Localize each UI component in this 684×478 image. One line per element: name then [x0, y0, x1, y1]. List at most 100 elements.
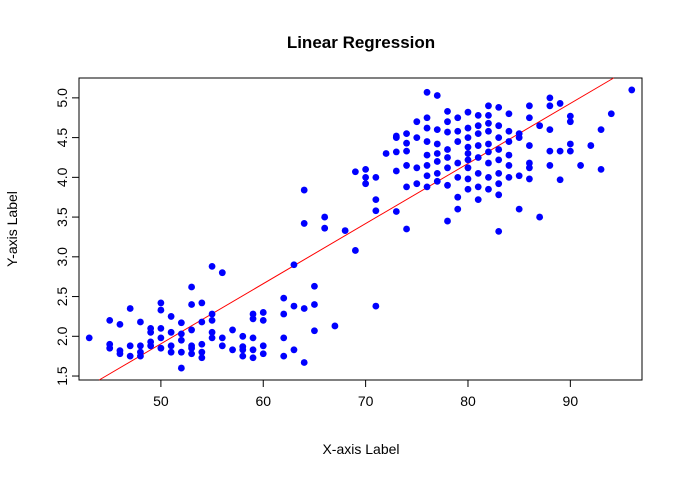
data-point: [157, 299, 165, 307]
data-point: [167, 328, 175, 336]
data-point: [218, 334, 226, 342]
data-point: [597, 165, 605, 173]
data-point: [300, 305, 308, 312]
data-point: [485, 119, 492, 127]
data-point: [188, 344, 196, 352]
data-point: [85, 334, 93, 342]
data-point: [526, 114, 533, 122]
data-point: [454, 114, 462, 122]
data-point: [300, 359, 308, 366]
data-point: [229, 326, 236, 334]
data-point: [495, 169, 503, 177]
data-point: [536, 122, 544, 130]
regression-line-group: [98, 77, 614, 381]
data-point: [515, 205, 523, 213]
data-point: [628, 86, 636, 94]
data-point: [311, 282, 318, 290]
data-point: [485, 173, 492, 181]
data-point: [126, 305, 134, 312]
data-point: [177, 364, 185, 372]
data-point: [444, 118, 451, 126]
data-point: [239, 346, 247, 354]
data-point: [188, 301, 196, 308]
data-point: [249, 354, 257, 362]
data-point: [259, 309, 267, 316]
data-point: [362, 165, 370, 173]
data-point: [495, 191, 503, 199]
data-point: [259, 342, 267, 350]
data-point: [495, 156, 503, 164]
data-point: [474, 154, 482, 161]
data-point: [239, 352, 247, 360]
data-point: [218, 269, 226, 277]
data-point: [341, 227, 349, 234]
data-point: [515, 134, 523, 142]
data-point: [464, 134, 472, 142]
data-point: [556, 100, 564, 107]
chart-title: Linear Regression: [287, 33, 435, 52]
data-point: [311, 327, 318, 335]
data-point: [198, 348, 206, 356]
data-point: [249, 310, 257, 318]
data-point: [495, 104, 503, 111]
data-point: [566, 147, 574, 155]
data-point: [157, 306, 165, 314]
data-point: [433, 140, 441, 148]
data-point: [321, 213, 329, 221]
data-point: [198, 318, 206, 326]
data-point: [413, 164, 421, 172]
data-point: [423, 138, 431, 145]
y-tick-label: 3.5: [54, 207, 70, 227]
data-point: [280, 294, 288, 302]
data-point: [495, 134, 503, 142]
y-tick-label: 2.5: [54, 287, 70, 307]
plot-frame: [78, 77, 643, 381]
x-tick-label: 80: [460, 393, 476, 409]
data-point: [433, 169, 441, 177]
data-point: [485, 127, 492, 135]
data-point: [515, 172, 523, 180]
data-point: [423, 162, 431, 169]
data-point: [474, 111, 482, 119]
data-point: [413, 134, 421, 142]
data-point: [280, 352, 288, 360]
data-point: [526, 159, 533, 167]
data-point: [474, 196, 482, 203]
data-point: [444, 164, 451, 172]
data-point: [372, 196, 380, 203]
data-point: [485, 111, 492, 119]
data-point: [116, 350, 124, 358]
data-point: [198, 354, 206, 362]
data-point: [433, 177, 441, 185]
data-point: [423, 88, 431, 96]
x-tick-label: 90: [563, 393, 579, 409]
data-point: [505, 127, 513, 135]
data-point: [526, 142, 533, 149]
data-point: [208, 262, 216, 270]
x-tick-label: 60: [255, 393, 271, 409]
x-tick-label: 50: [153, 393, 169, 409]
data-point: [403, 162, 410, 169]
data-point: [464, 108, 472, 116]
data-point: [351, 168, 359, 176]
data-point: [403, 139, 410, 147]
data-point: [485, 102, 492, 110]
data-point: [505, 173, 513, 181]
data-point: [392, 148, 400, 156]
data-point: [290, 346, 298, 354]
data-point: [444, 128, 451, 136]
data-point: [362, 173, 370, 181]
data-point: [495, 180, 503, 188]
data-point: [536, 213, 544, 221]
data-point: [177, 330, 185, 338]
data-point: [526, 175, 533, 183]
data-point: [474, 130, 482, 138]
data-point: [157, 344, 165, 352]
data-point: [198, 340, 206, 348]
data-point: [280, 310, 288, 318]
data-point: [167, 348, 175, 356]
data-point: [546, 126, 554, 134]
data-point: [454, 127, 462, 135]
data-point: [454, 205, 462, 213]
data-point: [167, 342, 175, 350]
